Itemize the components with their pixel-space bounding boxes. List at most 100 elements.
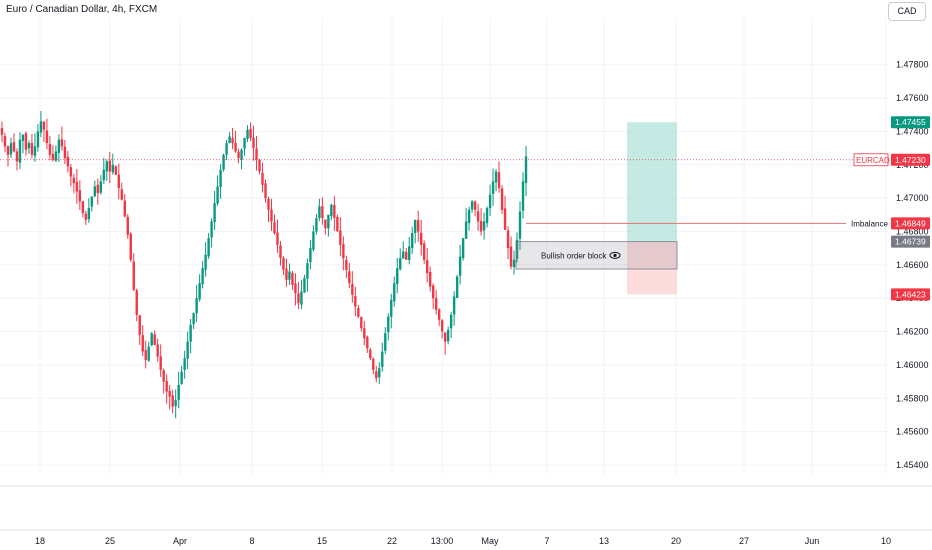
- candle-body: [333, 205, 336, 219]
- candle-body: [99, 181, 103, 193]
- candle-body: [0, 128, 4, 135]
- candle-body: [162, 370, 165, 382]
- loss-zone: [627, 241, 677, 295]
- candle-body: [437, 309, 441, 320]
- price-level-tag-label: 1.46423: [895, 289, 926, 299]
- candle-body: [470, 201, 474, 210]
- time-axis[interactable]: 18 25 Apr 8 15 22 13:00 May 7 13 20 27 Jun 10: [35, 536, 891, 546]
- currency-button[interactable]: CAD: [888, 2, 926, 21]
- candle-body: [369, 349, 372, 359]
- candle-body: [171, 395, 174, 407]
- candle-body: [461, 238, 465, 259]
- candle-body: [357, 308, 360, 317]
- candle-body: [177, 384, 180, 400]
- candle-body: [414, 219, 417, 233]
- order-block-label: Bullish order block: [541, 251, 607, 260]
- candle-body: [105, 161, 108, 172]
- price-level-tag-bg: [891, 217, 930, 230]
- candle-body: [315, 218, 318, 232]
- candle-body: [195, 298, 198, 314]
- candle-body: [66, 156, 70, 167]
- candle-body: [78, 190, 82, 202]
- price-level-tag[interactable]: 1.46849: [891, 217, 930, 230]
- candle-body: [12, 142, 16, 152]
- candle-body: [420, 232, 423, 245]
- candle-body: [90, 196, 94, 207]
- candle-body: [261, 172, 264, 185]
- candle-body: [255, 148, 258, 160]
- candle-body: [111, 164, 114, 173]
- candle-body: [51, 153, 55, 160]
- candle-body: [372, 358, 375, 370]
- candle-body: [297, 293, 300, 304]
- price-level-tag-label: 1.47230: [895, 155, 926, 165]
- candle-body: [488, 194, 492, 209]
- y-tick-label: 1.46600: [896, 260, 929, 270]
- price-axis[interactable]: 1.478001.476001.474001.472001.470001.468…: [891, 60, 930, 470]
- candle-body: [294, 283, 297, 294]
- candle-body: [303, 278, 306, 293]
- eye-icon-pupil: [613, 253, 617, 257]
- candle-body: [42, 121, 46, 130]
- price-level-tag-bg: [891, 235, 930, 248]
- candle-body: [75, 181, 79, 192]
- price-level-tag[interactable]: 1.47455: [891, 116, 930, 129]
- candle-body: [440, 320, 444, 332]
- price-level-tag[interactable]: 1.46423: [891, 288, 930, 301]
- x-tick-label: Jun: [805, 536, 820, 546]
- candle-body: [485, 208, 489, 224]
- imbalance-label: Imbalance: [851, 219, 888, 228]
- candle-body: [515, 239, 519, 259]
- candle-body: [228, 136, 231, 144]
- candle-body: [240, 149, 243, 160]
- candle-body: [69, 167, 73, 177]
- candle-body: [174, 399, 177, 406]
- x-tick-label: 7: [544, 536, 549, 546]
- candle-body: [455, 276, 459, 298]
- candle-body: [45, 130, 49, 144]
- candle-body: [72, 177, 76, 184]
- candle-body: [135, 290, 138, 315]
- candle-body: [312, 231, 315, 250]
- candle-body: [84, 213, 88, 220]
- price-level-tag-bg: [891, 116, 930, 129]
- x-tick-label: 22: [387, 536, 397, 546]
- candle-body: [27, 143, 31, 149]
- candle-body: [279, 245, 282, 259]
- price-level-tag[interactable]: 1.47230: [891, 153, 930, 166]
- candle-body: [48, 143, 52, 155]
- candle-body: [15, 151, 19, 162]
- candle-body: [399, 258, 402, 270]
- candle-body: [9, 143, 13, 155]
- candle-body: [186, 341, 189, 359]
- candle-body: [330, 204, 333, 217]
- candle-body: [3, 136, 7, 147]
- candle-body: [381, 351, 384, 367]
- candle-body: [180, 371, 183, 384]
- y-tick-label: 1.46000: [896, 360, 929, 370]
- candle-body: [159, 356, 162, 370]
- price-level-tag-bg: [891, 153, 930, 166]
- candle-body: [150, 333, 153, 346]
- candle-body: [506, 230, 510, 249]
- candle-body: [267, 198, 270, 210]
- candle-body: [30, 142, 34, 155]
- candle-body: [141, 335, 144, 352]
- candle-body: [354, 296, 357, 307]
- x-tick-label: 27: [739, 536, 749, 546]
- candle-body: [384, 333, 387, 351]
- candle-body: [102, 169, 106, 181]
- x-tick-label: 15: [317, 536, 327, 546]
- candle-body: [417, 220, 420, 232]
- y-tick-label: 1.47000: [896, 193, 929, 203]
- candle-body: [126, 216, 129, 235]
- candle-body: [6, 146, 10, 155]
- candle-body: [276, 232, 279, 245]
- candle-body: [360, 317, 363, 329]
- candle-body: [237, 151, 240, 159]
- candle-body: [497, 172, 501, 189]
- price-level-tag[interactable]: 1.46739: [891, 235, 930, 248]
- candle-body: [243, 138, 246, 149]
- candle-body: [327, 214, 330, 229]
